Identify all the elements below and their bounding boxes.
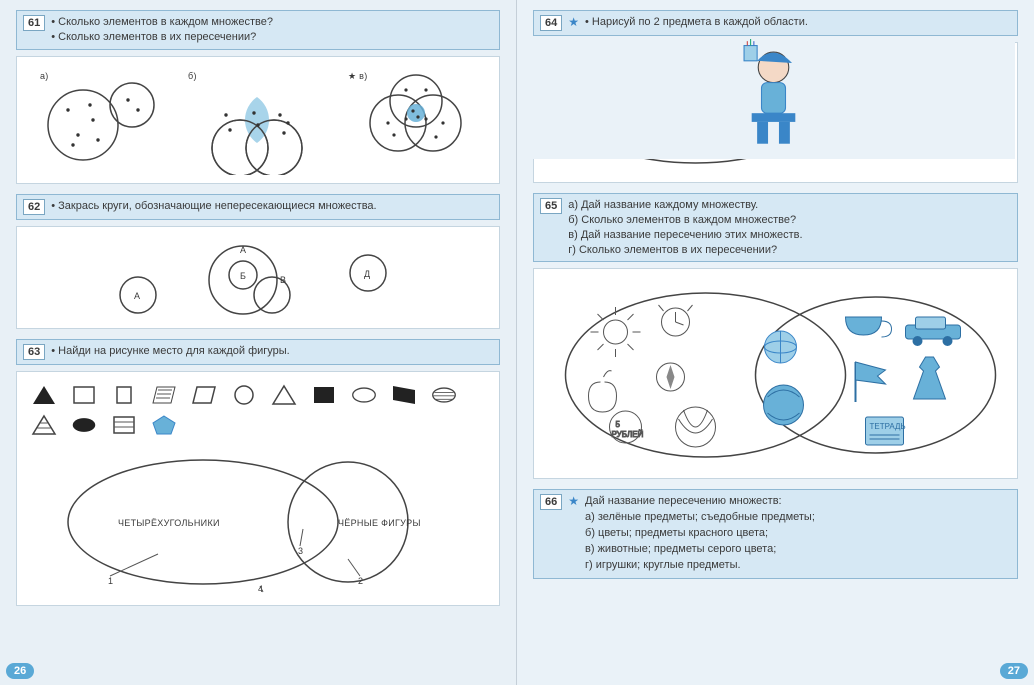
svg-text:ЧЁРНЫЕ ФИГУРЫ: ЧЁРНЫЕ ФИГУРЫ <box>338 518 421 528</box>
ex61-number: 61 <box>23 15 45 31</box>
svg-text:3: 3 <box>298 546 303 556</box>
svg-text:2: 2 <box>358 576 363 586</box>
ex61-label-b: б) <box>188 71 197 81</box>
ex62-number: 62 <box>23 199 45 215</box>
ex65-header: 65 а) Дай название каждому множеству. б)… <box>533 193 1018 262</box>
ex65-b: б) Сколько элементов в каждом множестве? <box>568 213 1011 228</box>
svg-text:ТЕТРАДЬ: ТЕТРАДЬ <box>870 422 906 431</box>
exercise-62: 62 • Закрась круги, обозначающие неперес… <box>16 194 500 329</box>
svg-text:А: А <box>240 245 246 255</box>
ex61-bullet2: • Сколько элементов в их пересечении? <box>51 30 493 45</box>
ex63-text: • Найди на рисунке место для каждой фигу… <box>51 344 493 359</box>
ex66-a: а) зелёные предметы; съедобные предметы; <box>585 510 1011 526</box>
ex66-g: г) игрушки; круглые предметы. <box>585 558 1011 574</box>
ex62-body: А А Б В Д <box>16 226 500 329</box>
ex65-text: а) Дай название каждому множеству. б) Ск… <box>568 198 1011 257</box>
exercise-66: 66 ★ Дай название пересечению множеств: … <box>533 489 1018 579</box>
ex64-header: 64 ★ • Нарисуй по 2 предмета в каждой об… <box>533 10 1018 36</box>
svg-text:5: 5 <box>616 420 621 429</box>
ex63-shape-palette <box>25 380 491 444</box>
page-num-left: 26 <box>6 663 34 679</box>
ex66-title: Дай название пересечению множеств: <box>585 494 1011 510</box>
exercise-63: 63 • Найди на рисунке место для каждой ф… <box>16 339 500 606</box>
ex65-number: 65 <box>540 198 562 214</box>
page-left: 61 • Сколько элементов в каждом множеств… <box>0 0 517 685</box>
ex63-venn: ЧЕТЫРЁХУГОЛЬНИКИ ЧЁРНЫЕ ФИГУРЫ 1 2 3 4 <box>25 444 491 597</box>
ex65-venn-svg: 5РУБЛЕЙ <box>542 277 1009 467</box>
svg-text:РУБЛЕЙ: РУБЛЕЙ <box>612 430 644 439</box>
ex61-text: • Сколько элементов в каждом множестве? … <box>51 15 493 45</box>
ex64-text: • Нарисуй по 2 предмета в каждой области… <box>585 15 1011 30</box>
svg-text:ЧЕТЫРЁХУГОЛЬНИКИ: ЧЕТЫРЁХУГОЛЬНИКИ <box>118 518 220 528</box>
svg-text:★ в): ★ в) <box>348 71 368 81</box>
svg-text:Д: Д <box>364 269 370 279</box>
ex63-body: ЧЕТЫРЁХУГОЛЬНИКИ ЧЁРНЫЕ ФИГУРЫ 1 2 3 4 <box>16 371 500 606</box>
ex66-text: Дай название пересечению множеств: а) зе… <box>585 494 1011 574</box>
ex65-g: г) Сколько элементов в их пересечении? <box>568 243 1011 258</box>
ex63-number: 63 <box>23 344 45 360</box>
svg-text:4: 4 <box>258 584 263 594</box>
mascot-icon <box>532 39 1015 159</box>
ex64-body: КРАСНЫЕ ПРЕДМЕТЫ ФЛАЖКИ <box>533 42 1018 183</box>
ex61-body: а) б) <box>16 56 500 184</box>
ex62-text: • Закрась круги, обозначающие непересека… <box>51 199 493 214</box>
ex65-body: 5РУБЛЕЙ <box>533 268 1018 479</box>
ex65-a: а) Дай название каждому множеству. <box>568 198 1011 213</box>
svg-text:1: 1 <box>108 576 113 586</box>
svg-text:Б: Б <box>240 271 246 281</box>
ex66-header: 66 ★ Дай название пересечению множеств: … <box>533 489 1018 579</box>
ex61-venn-svg: а) б) <box>25 65 491 175</box>
ex65-v: в) Дай название пересечению этих множест… <box>568 228 1011 243</box>
ex61-header: 61 • Сколько элементов в каждом множеств… <box>16 10 500 50</box>
svg-text:В: В <box>280 275 286 285</box>
ex66-b: б) цветы; предметы красного цвета; <box>585 526 1011 542</box>
exercise-61: 61 • Сколько элементов в каждом множеств… <box>16 10 500 184</box>
star-icon: ★ <box>568 15 579 29</box>
ex61-label-a: а) <box>40 71 49 81</box>
exercise-64: 64 ★ • Нарисуй по 2 предмета в каждой об… <box>533 10 1018 183</box>
ex62-svg: А А Б В Д <box>25 235 491 320</box>
page-num-right: 27 <box>1000 663 1028 679</box>
exercise-65: 65 а) Дай название каждому множеству. б)… <box>533 193 1018 479</box>
star-icon: ★ <box>568 494 579 508</box>
ex66-number: 66 <box>540 494 562 510</box>
page-right: 64 ★ • Нарисуй по 2 предмета в каждой об… <box>517 0 1034 685</box>
ex63-header: 63 • Найди на рисунке место для каждой ф… <box>16 339 500 365</box>
svg-text:А: А <box>134 291 140 301</box>
ex66-v: в) животные; предметы серого цвета; <box>585 542 1011 558</box>
ex64-number: 64 <box>540 15 562 31</box>
ex61-bullet1: • Сколько элементов в каждом множестве? <box>51 15 493 30</box>
ex62-header: 62 • Закрась круги, обозначающие неперес… <box>16 194 500 220</box>
